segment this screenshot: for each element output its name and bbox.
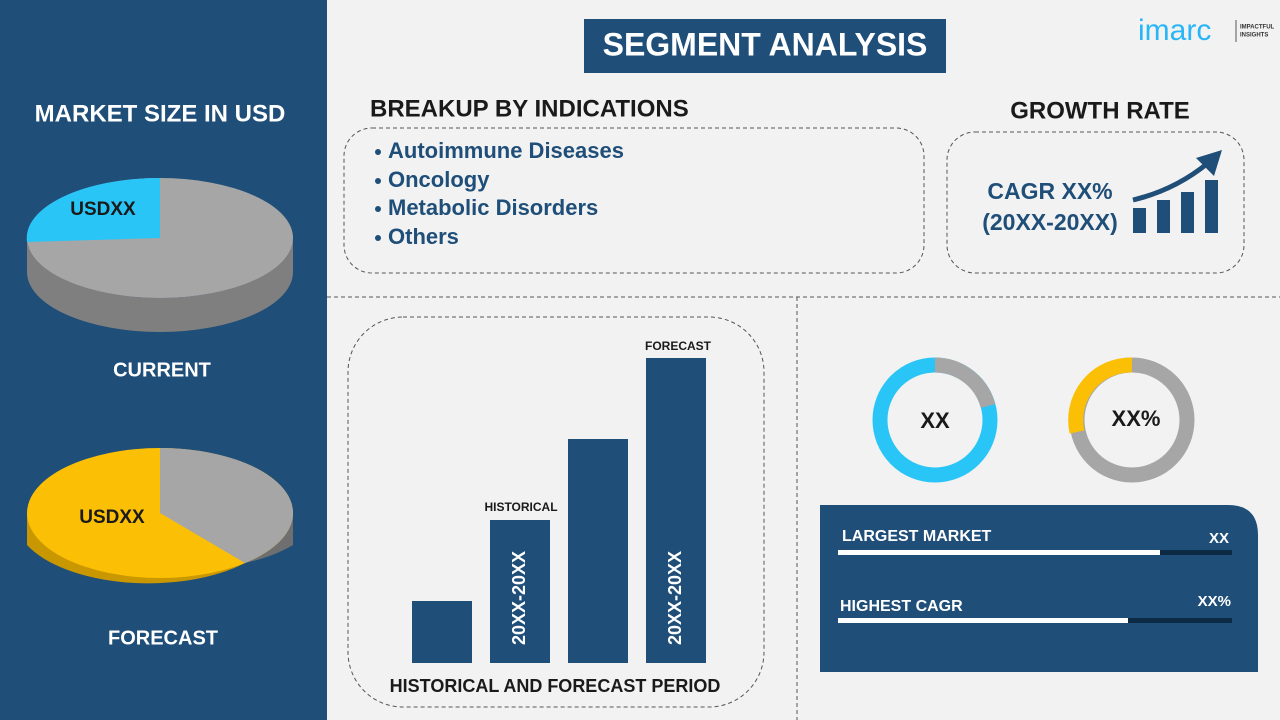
period-caption: HISTORICAL AND FORECAST PERIOD (390, 676, 721, 696)
left-panel (0, 0, 327, 720)
donut-label: XX (920, 408, 950, 433)
bullet (375, 149, 381, 155)
stat-label: HIGHEST CAGR (840, 598, 963, 615)
stat-value: XX (1209, 530, 1229, 547)
forecast-pie (27, 448, 294, 584)
period-bar (490, 520, 550, 663)
breakup-item: Autoimmune Diseases (388, 138, 624, 163)
current-value: USDXX (70, 199, 136, 220)
donut (1068, 357, 1195, 483)
current-label: CURRENT (113, 359, 211, 381)
donut-segment (934, 357, 996, 409)
period-bar (646, 358, 706, 663)
historical-period: 20XX-20XX (509, 551, 529, 645)
stat-track-rest (1128, 618, 1232, 623)
icon-arrow (1132, 161, 1210, 203)
logo: imarc (1138, 14, 1211, 47)
current-pie (26, 177, 293, 332)
breakup-item: Others (388, 224, 459, 249)
pie-slice (160, 448, 294, 563)
donut (872, 357, 998, 483)
period-bar (568, 439, 628, 663)
breakup-item: Metabolic Disorders (388, 195, 598, 220)
historical-label: HISTORICAL (484, 500, 557, 514)
pie-side (27, 238, 293, 332)
breakup-list: Autoimmune Diseases Oncology Metabolic D… (375, 138, 624, 249)
breakup-item: Oncology (388, 167, 490, 192)
donut-segment (1068, 357, 1133, 434)
stat-track (838, 550, 1232, 555)
logo-tagline: IMPACTFUL (1240, 25, 1275, 31)
icon-bar (1133, 208, 1146, 233)
period-box (347, 316, 765, 708)
growth-box (946, 131, 1245, 274)
icon-bar (1157, 200, 1170, 233)
stat-value: XX% (1198, 593, 1231, 610)
forecast-period: 20XX-20XX (665, 551, 685, 645)
stats-box (820, 505, 1258, 672)
cagr: CAGR XX% (987, 178, 1112, 204)
icon-bar (1181, 192, 1194, 233)
growth-icon (1132, 150, 1222, 233)
bullet (375, 178, 381, 184)
growth-title: GROWTH RATE (1010, 97, 1190, 124)
icon-arrowhead (1196, 150, 1222, 176)
market-size-title: MARKET SIZE IN USD (35, 100, 286, 127)
forecast-label: FORECAST (108, 627, 218, 649)
bullet (375, 206, 381, 212)
logo-tagline: INSIGHTS (1240, 33, 1268, 39)
breakup-box (343, 127, 925, 274)
pie-slice (26, 177, 161, 242)
icon-bar (1205, 180, 1218, 233)
title-box (584, 19, 946, 73)
stat-track (838, 618, 1232, 623)
period-bars (412, 358, 706, 663)
cagr-period: (20XX-20XX) (982, 209, 1118, 235)
breakup-title: BREAKUP BY INDICATIONS (370, 95, 689, 122)
bullet (375, 235, 381, 241)
forecast-value: USDXX (79, 507, 145, 528)
donut-label: XX% (1112, 406, 1161, 431)
stat-track-rest (1160, 550, 1232, 555)
forecast-label: FORECAST (645, 339, 712, 353)
stat-label: LARGEST MARKET (842, 528, 992, 545)
period-bar (412, 601, 472, 663)
page-title: SEGMENT ANALYSIS (603, 26, 928, 62)
